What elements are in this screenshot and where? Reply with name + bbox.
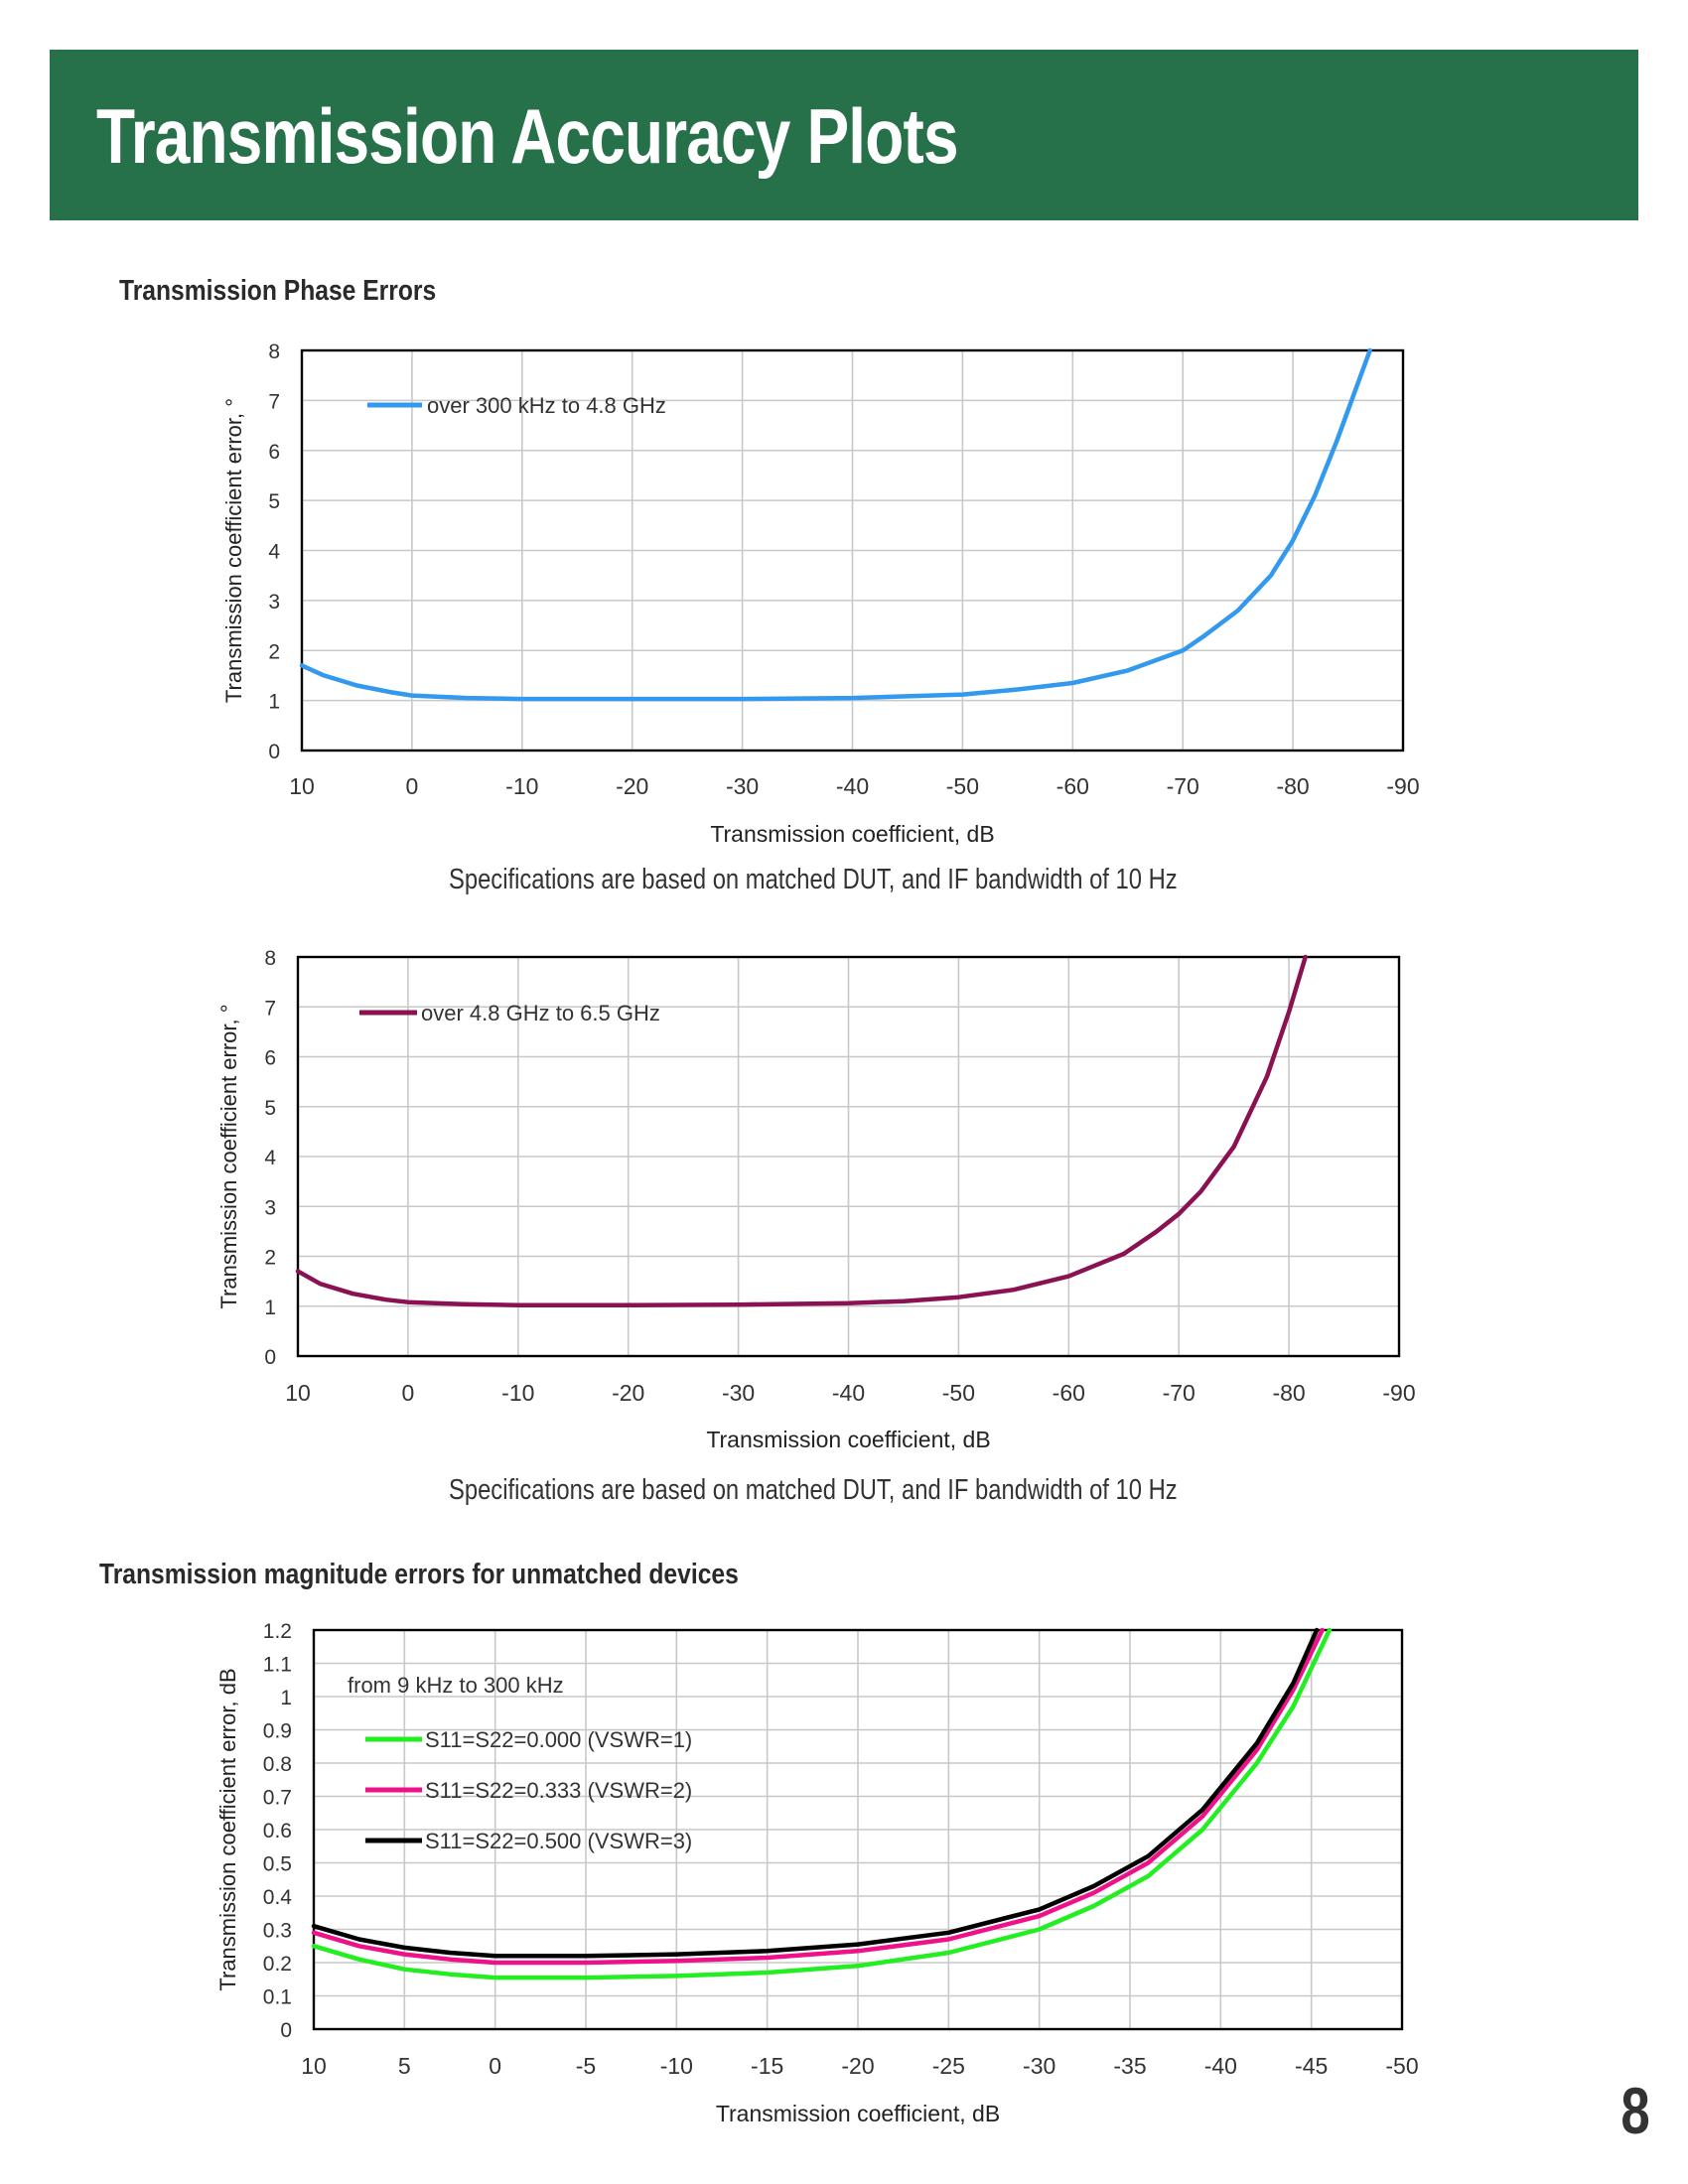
x-tick-label: -80 xyxy=(1272,1380,1305,1406)
x-tick-label: 10 xyxy=(289,773,315,799)
legend-label: over 300 kHz to 4.8 GHz xyxy=(427,393,666,418)
x-axis-label: Transmission coefficient, dB xyxy=(706,1427,990,1452)
x-tick-label: -60 xyxy=(1056,773,1089,799)
y-tick-label: 0.1 xyxy=(263,1986,292,2009)
x-tick-label: -40 xyxy=(832,1380,865,1406)
series-line-1 xyxy=(299,347,1372,702)
x-tick-label: -30 xyxy=(722,1380,755,1406)
y-axis-label: Transmission coefficient error, dB xyxy=(215,1668,240,1990)
page-number: 8 xyxy=(1620,2074,1650,2147)
y-axis-label: Transmission coefficient error, ° xyxy=(221,398,246,703)
y-tick-label: 1.1 xyxy=(263,1654,292,1677)
y-tick-label: 8 xyxy=(264,947,276,970)
phase-errors-heading: Transmission Phase Errors xyxy=(119,275,437,307)
legend-label: over 4.8 GHz to 6.5 GHz xyxy=(421,1001,660,1025)
plot-frame xyxy=(300,348,1405,752)
y-tick-label: 0.5 xyxy=(263,1853,292,1876)
title-banner: Transmission Accuracy Plots xyxy=(50,50,1638,220)
y-tick-label: 0.3 xyxy=(263,1920,292,1943)
x-axis-label: Transmission coefficient, dB xyxy=(716,2101,1000,2126)
phase-error-chart-low-band: 0 1 2 3 4 5 6 7 8 10 0 -10 -20 -30 -40 -50 -60 -70 -80 -90 T… xyxy=(221,341,1420,847)
x-tick-label: -20 xyxy=(841,2053,874,2079)
y-tick-label: 4 xyxy=(268,541,280,564)
x-tick-label: -10 xyxy=(660,2053,693,2079)
y-tick-label: 4 xyxy=(264,1147,276,1169)
y-tick-label: 3 xyxy=(264,1196,276,1219)
x-tick-label: -70 xyxy=(1163,1380,1196,1406)
y-tick-label: 0.2 xyxy=(263,1953,292,1976)
chart1-footnote: Specifications are based on matched DUT,… xyxy=(449,864,1178,895)
x-tick-label: -70 xyxy=(1167,773,1199,799)
chart2-footnote: Specifications are based on matched DUT,… xyxy=(449,1474,1178,1506)
x-tick-label: -40 xyxy=(836,773,869,799)
y-tick-label: 7 xyxy=(268,390,280,413)
x-tick-label: -45 xyxy=(1295,2053,1328,2079)
series-line-3 xyxy=(311,1627,1320,1959)
plot-frame xyxy=(312,1628,1404,2031)
y-tick-label: 1 xyxy=(268,691,280,714)
y-tick-label: 8 xyxy=(268,341,280,363)
x-tick-label: 0 xyxy=(489,2053,501,2079)
x-tick-label: -20 xyxy=(616,773,648,799)
x-tick-label: -50 xyxy=(946,773,979,799)
y-tick-label: 2 xyxy=(264,1247,276,1270)
phase-error-chart-high-band: 0 1 2 3 4 5 6 7 8 10 0 -10 -20 -30 -40 -50 -60 -70 -80 -90 T… xyxy=(216,947,1416,1452)
x-tick-label: 10 xyxy=(285,1380,311,1406)
y-tick-label: 6 xyxy=(268,441,280,464)
x-tick-label: -50 xyxy=(1385,2053,1418,2079)
x-tick-label: -20 xyxy=(612,1380,644,1406)
x-tick-label: -90 xyxy=(1382,1380,1415,1406)
y-tick-label: 5 xyxy=(268,490,280,513)
legend-label: S11=S22=0.000 (VSWR=1) xyxy=(425,1727,692,1752)
y-tick-label: 0.9 xyxy=(263,1720,292,1743)
x-tick-label: -15 xyxy=(751,2053,783,2079)
series-line-1 xyxy=(311,1627,1333,1980)
magnitude-errors-heading: Transmission magnitude errors for unmatc… xyxy=(99,1559,739,1590)
x-tick-label: 10 xyxy=(301,2053,327,2079)
x-tick-label: -30 xyxy=(726,773,759,799)
x-tick-label: 0 xyxy=(402,1380,415,1406)
x-tick-label: -5 xyxy=(576,2053,596,2079)
y-tick-label: 0.8 xyxy=(263,1753,292,1776)
y-tick-label: 0.4 xyxy=(263,1886,293,1909)
y-tick-label: 0.6 xyxy=(263,1820,292,1843)
x-tick-label: -50 xyxy=(942,1380,975,1406)
y-tick-label: 1.2 xyxy=(263,1620,292,1643)
x-tick-label: 0 xyxy=(406,773,419,799)
x-tick-label: -80 xyxy=(1276,773,1309,799)
x-tick-label: -90 xyxy=(1386,773,1419,799)
series-line-1 xyxy=(295,954,1308,1307)
x-tick-label: -30 xyxy=(1023,2053,1055,2079)
chart-title: from 9 kHz to 300 kHz xyxy=(348,1673,564,1698)
x-axis-label: Transmission coefficient, dB xyxy=(710,821,994,847)
x-tick-label: -25 xyxy=(932,2053,965,2079)
legend-label: S11=S22=0.333 (VSWR=2) xyxy=(425,1778,692,1803)
y-axis-label: Transmission coefficient error, ° xyxy=(216,1004,241,1308)
y-tick-label: 0 xyxy=(264,1346,276,1369)
x-tick-label: 5 xyxy=(398,2053,411,2079)
y-tick-label: 6 xyxy=(264,1047,276,1070)
x-tick-label: -40 xyxy=(1204,2053,1237,2079)
y-tick-label: 2 xyxy=(268,640,280,663)
y-tick-label: 0 xyxy=(268,741,280,763)
y-tick-label: 0.7 xyxy=(263,1787,292,1810)
y-tick-label: 0 xyxy=(280,2019,292,2042)
y-tick-label: 5 xyxy=(264,1097,276,1120)
y-tick-label: 1 xyxy=(264,1297,276,1319)
x-tick-label: -10 xyxy=(505,773,538,799)
x-tick-label: -35 xyxy=(1113,2053,1146,2079)
y-tick-label: 1 xyxy=(280,1687,292,1709)
series-line-2 xyxy=(311,1627,1325,1966)
legend-label: S11=S22=0.500 (VSWR=3) xyxy=(425,1829,692,1853)
x-tick-label: -10 xyxy=(501,1380,534,1406)
y-tick-label: 7 xyxy=(264,997,276,1020)
x-tick-label: -60 xyxy=(1053,1380,1085,1406)
page-title: Transmission Accuracy Plots xyxy=(96,92,959,180)
y-tick-label: 3 xyxy=(268,591,280,614)
plot-frame xyxy=(296,955,1401,1358)
